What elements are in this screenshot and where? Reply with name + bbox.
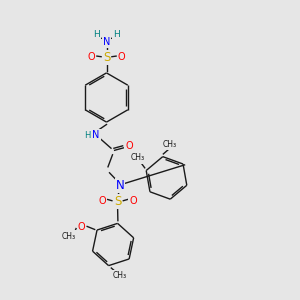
Text: CH₃: CH₃ (131, 153, 145, 162)
Text: O: O (129, 196, 137, 206)
Text: S: S (114, 195, 121, 208)
Text: O: O (98, 196, 106, 206)
Text: H: H (113, 30, 119, 39)
Text: H: H (94, 30, 100, 39)
Text: O: O (78, 222, 85, 232)
Text: CH₃: CH₃ (162, 140, 176, 149)
Text: S: S (103, 51, 110, 64)
Text: O: O (125, 141, 133, 151)
Text: CH₃: CH₃ (113, 271, 127, 280)
Text: O: O (88, 52, 95, 62)
Text: CH₃: CH₃ (62, 232, 76, 241)
Text: N: N (116, 179, 124, 192)
Text: O: O (118, 52, 125, 62)
Text: H: H (84, 131, 91, 140)
Text: N: N (103, 37, 110, 47)
Text: N: N (92, 130, 100, 140)
